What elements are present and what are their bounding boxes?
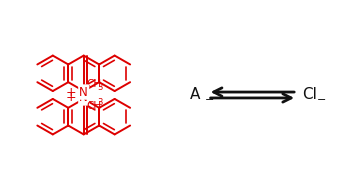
Text: −: − [317, 95, 326, 105]
Text: N: N [79, 86, 88, 98]
Text: 3: 3 [98, 98, 103, 107]
Text: Cl: Cl [302, 88, 317, 102]
Text: CH: CH [87, 79, 102, 89]
Text: A: A [190, 88, 200, 102]
Text: 3: 3 [98, 83, 103, 92]
Text: N: N [79, 91, 88, 105]
Text: +: + [66, 86, 76, 98]
Text: +: + [66, 91, 76, 105]
Text: −: − [205, 95, 214, 105]
Text: CH: CH [87, 101, 102, 111]
